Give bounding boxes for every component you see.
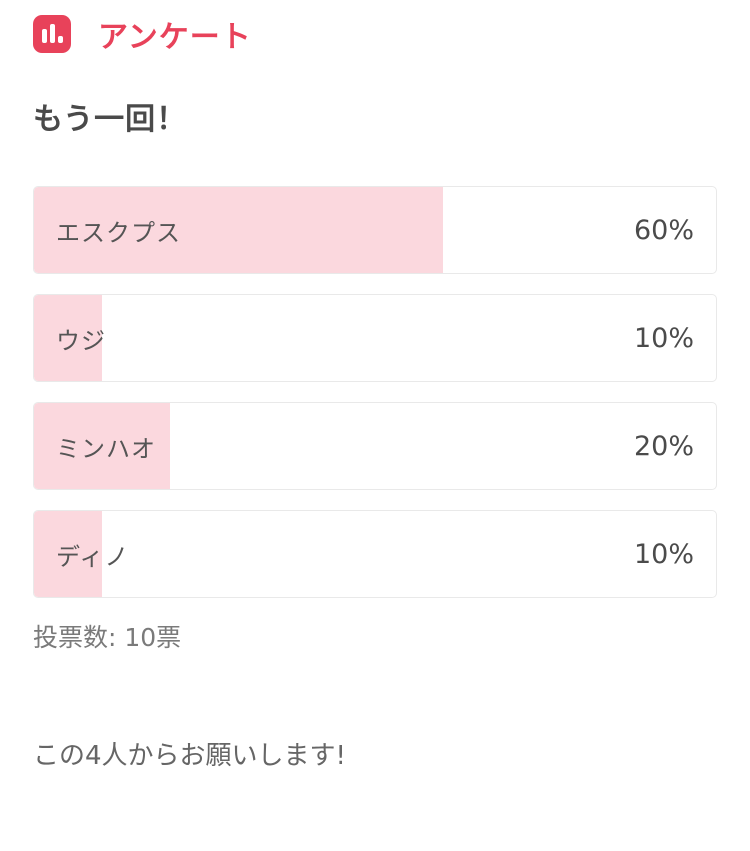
poll-footer-note: この4人からお願いします!: [33, 741, 346, 771]
poll-header: アンケート: [33, 12, 717, 56]
poll-option-label: ミンハオ: [56, 434, 156, 463]
poll-bar-fill: [34, 295, 103, 381]
poll-question-title: もう一回！: [33, 102, 188, 137]
bar-chart-icon: [33, 15, 71, 53]
poll-options-list: エスクプス 60% ウジ 10% ミンハオ 20% ディノ 10%: [33, 186, 717, 598]
poll-bar-fill: [34, 187, 444, 273]
poll-bar-fill: [34, 511, 103, 597]
poll-option-percent: 10%: [633, 322, 694, 354]
poll-option-label: ウジ: [56, 326, 106, 355]
poll-option-percent: 10%: [633, 538, 694, 570]
poll-option-row[interactable]: エスクプス 60%: [33, 186, 717, 274]
vote-count: 投票数: 10票: [33, 623, 182, 652]
poll-option-label: エスクプス: [56, 218, 181, 247]
poll-option-row[interactable]: ミンハオ 20%: [33, 402, 717, 490]
poll-option-percent: 20%: [633, 430, 694, 462]
poll-option-row[interactable]: ディノ 10%: [33, 510, 717, 598]
poll-option-label: ディノ: [56, 542, 130, 571]
app-label: アンケート: [98, 20, 252, 55]
poll-option-row[interactable]: ウジ 10%: [33, 294, 717, 382]
poll-bar-fill: [34, 403, 171, 489]
poll-option-percent: 60%: [633, 214, 694, 246]
